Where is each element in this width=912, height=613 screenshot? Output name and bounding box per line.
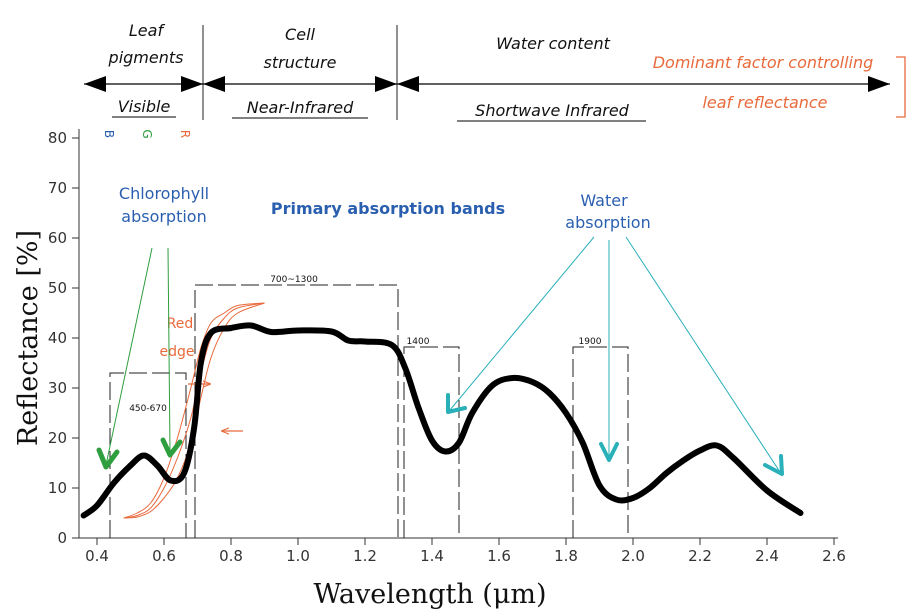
band-label-1900: 1900 bbox=[579, 337, 602, 347]
y-tick-label: 10 bbox=[48, 479, 67, 497]
band-label-1400: 1400 bbox=[407, 337, 430, 347]
x-tick-label: 1.4 bbox=[420, 547, 444, 565]
chlorophyll-leader-1 bbox=[105, 247, 153, 466]
red-edge-curve-1 bbox=[123, 302, 265, 519]
cell-structure-arrow-right bbox=[375, 76, 397, 92]
x-tick-label: 2.6 bbox=[822, 547, 846, 565]
x-tick-label: 2.4 bbox=[755, 547, 779, 565]
reflectance-curve bbox=[80, 322, 804, 519]
water-absorption-label-2: absorption bbox=[565, 213, 650, 232]
dominant-factor-bracket bbox=[896, 56, 906, 118]
band-box-450-670 bbox=[109, 372, 187, 538]
near-infrared-label: Near-Infrared bbox=[247, 98, 354, 117]
tick-marks: 0.4 0.6 0.8 1.0 1.2 1.4 1.6 1.8 2.0 2.2 2.4 2.6 0 10 2… bbox=[48, 129, 846, 565]
dominant-factor-label-1: Dominant factor controlling bbox=[653, 53, 874, 72]
y-tick-label: 80 bbox=[48, 129, 67, 147]
water-content-arrow-right bbox=[868, 76, 890, 92]
rgb-label-g: G bbox=[140, 129, 154, 138]
dominant-factor-label-2: leaf reflectance bbox=[702, 93, 827, 112]
y-tick-label: 0 bbox=[57, 529, 67, 547]
red-edge-label-1: Red bbox=[167, 316, 194, 332]
x-tick-label: 0.4 bbox=[85, 547, 109, 565]
y-tick-label: 70 bbox=[48, 179, 67, 197]
y-tick-label: 20 bbox=[48, 429, 67, 447]
x-axis-title: Wavelength (μm) bbox=[313, 579, 546, 610]
series-layer bbox=[80, 302, 804, 519]
water-absorption-label-1: Water bbox=[580, 191, 628, 210]
axes bbox=[78, 129, 838, 539]
leaf-pigments-arrow-left bbox=[84, 76, 106, 92]
chlorophyll-arrowhead-2 bbox=[160, 437, 183, 458]
water-content-label: Water content bbox=[496, 34, 611, 53]
x-tick-label: 1.6 bbox=[487, 547, 511, 565]
water-leader-3 bbox=[625, 236, 781, 473]
shortwave-infrared-label: Shortwave Infrared bbox=[475, 101, 630, 120]
cell-structure-label-1: Cell bbox=[285, 25, 315, 44]
water-content-arrow-left bbox=[397, 76, 419, 92]
x-tick-label: 0.8 bbox=[219, 547, 243, 565]
water-arrowhead-3 bbox=[763, 454, 784, 476]
water-arrowhead-1 bbox=[446, 393, 467, 414]
y-tick-label: 50 bbox=[48, 279, 67, 297]
chlorophyll-arrowhead-1 bbox=[96, 447, 120, 470]
red-edge-curve-2 bbox=[123, 302, 265, 519]
red-edge-label-2: edge bbox=[160, 344, 195, 360]
leaf-pigments-arrow-right bbox=[181, 76, 203, 92]
header-band: Leaf pigments Cell structure Water conte… bbox=[84, 21, 906, 122]
water-arrowhead-2 bbox=[599, 442, 619, 462]
water-leader-1 bbox=[449, 236, 595, 411]
cell-structure-label-2: structure bbox=[264, 53, 337, 72]
primary-absorption-bands-label: Primary absorption bands bbox=[271, 199, 505, 218]
chlorophyll-leader-2 bbox=[167, 247, 171, 453]
x-tick-label: 0.6 bbox=[152, 547, 176, 565]
y-tick-label: 40 bbox=[48, 329, 67, 347]
band-label-700-1300: 700~1300 bbox=[270, 275, 318, 285]
x-tick-label: 2.0 bbox=[621, 547, 645, 565]
band-box-700-1300 bbox=[194, 284, 399, 538]
cell-structure-arrow-left bbox=[203, 76, 225, 92]
y-tick-label: 30 bbox=[48, 379, 67, 397]
band-box-1400 bbox=[403, 346, 460, 538]
x-tick-label: 1.2 bbox=[353, 547, 377, 565]
chlorophyll-label-1: Chlorophyll bbox=[119, 184, 209, 203]
chlorophyll-label-2: absorption bbox=[121, 207, 206, 226]
band-box-1900 bbox=[572, 346, 629, 538]
x-tick-label: 1.0 bbox=[286, 547, 310, 565]
leaf-pigments-label-2: pigments bbox=[108, 48, 184, 67]
y-axis-title: Reflectance [%] bbox=[13, 230, 44, 446]
leaf-pigments-label-1: Leaf bbox=[129, 21, 166, 40]
x-tick-label: 2.2 bbox=[688, 547, 712, 565]
band-label-450-670: 450-670 bbox=[129, 404, 167, 414]
rgb-label-b: B bbox=[102, 130, 116, 138]
y-tick-label: 60 bbox=[48, 229, 67, 247]
rgb-label-r: R bbox=[178, 130, 192, 138]
x-tick-label: 1.8 bbox=[554, 547, 578, 565]
visible-label: Visible bbox=[118, 97, 171, 116]
